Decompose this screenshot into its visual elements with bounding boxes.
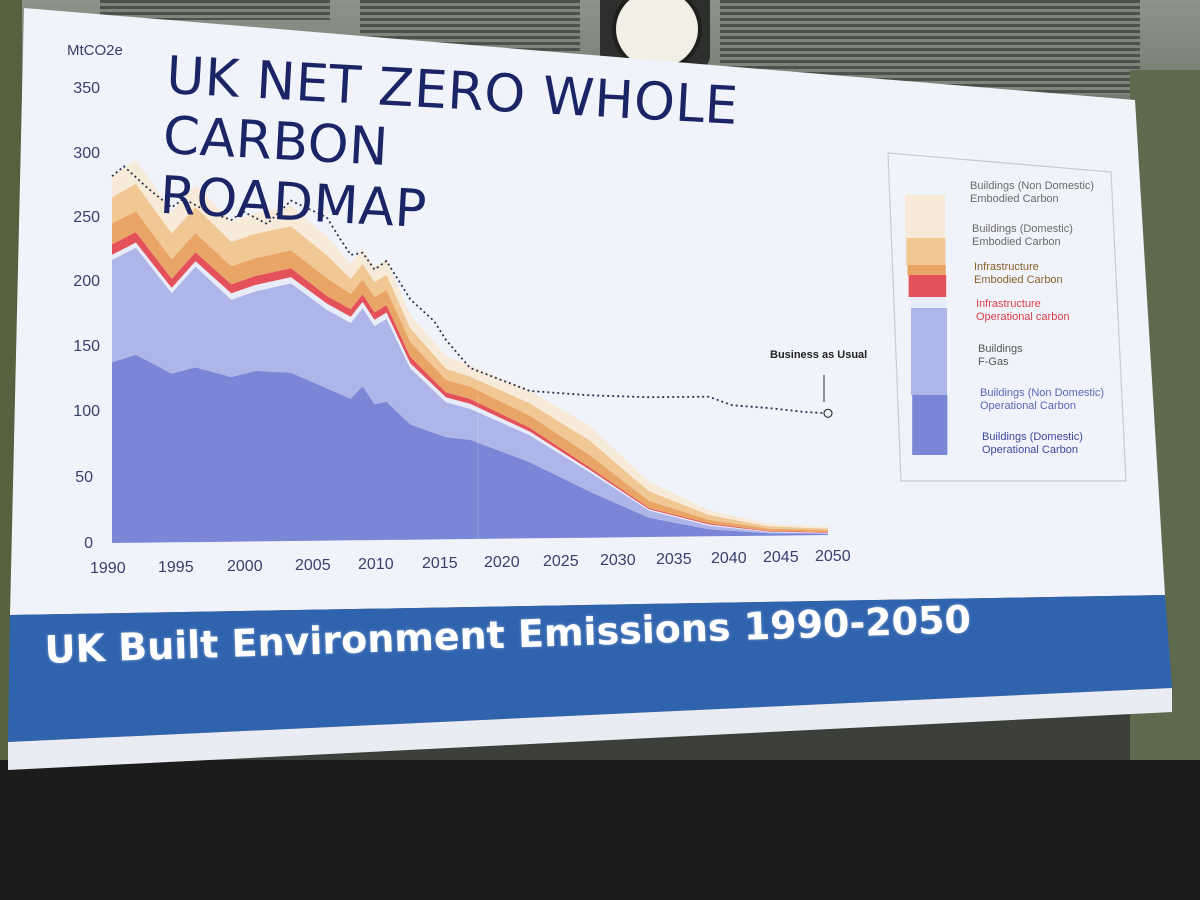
x-tick-label: 2020 (484, 554, 520, 571)
stage-floor (0, 760, 1200, 900)
legend-label: Infrastructure (974, 261, 1039, 273)
x-tick-label: 2000 (227, 558, 263, 575)
y-tick-label: 150 (73, 338, 100, 355)
legend-sublabel: F-Gas (978, 356, 1009, 368)
legend-swatch-buildings-domestic-embodied-carbon (906, 238, 946, 265)
y-tick-label: 100 (73, 403, 100, 420)
legend-sublabel: Embodied Carbon (972, 236, 1061, 248)
legend-item: Buildings (Domestic) Embodied Carbon (972, 223, 1073, 249)
legend-sublabel: Embodied Carbon (970, 193, 1059, 205)
x-tick-label: 2040 (711, 550, 747, 567)
y-tick-label: 350 (73, 80, 100, 97)
y-tick-label: 0 (84, 535, 93, 552)
business-as-usual-line (111, 165, 829, 415)
legend-item: Buildings F-Gas (978, 343, 1023, 369)
bau-endpoint-marker (823, 408, 833, 418)
area-buildings-domestic-operational-carbon (112, 354, 828, 543)
y-tick-label: 250 (73, 209, 100, 226)
legend-label: Buildings (Domestic) (972, 223, 1073, 235)
legend-item: Infrastructure Operational carbon (976, 298, 1070, 324)
legend-swatch-infrastructure-operational-carbon (908, 275, 947, 297)
legend-label: Buildings (Domestic) (982, 431, 1083, 443)
legend-sublabel: Embodied Carbon (974, 274, 1063, 286)
x-tick-label: 1990 (90, 560, 126, 577)
legend-label: Buildings (Non Domestic) (970, 180, 1095, 192)
legend-label: Buildings (978, 343, 1023, 355)
area-buildings-non-domestic-operational-carbon (112, 247, 828, 534)
x-tick-label: 2030 (600, 552, 636, 569)
title-banner (8, 595, 1172, 742)
legend-swatch-buildings-non-domestic-operational-carbon (911, 308, 947, 395)
x-tick-label: 2050 (815, 548, 851, 565)
legend-sublabel: Operational carbon (976, 311, 1070, 323)
x-tick-label: 2045 (763, 549, 799, 566)
legend-label: Buildings (Non Domestic) (980, 387, 1105, 399)
legend-sublabel: Operational Carbon (982, 444, 1079, 456)
x-tick-label: 2035 (656, 551, 692, 568)
x-tick-label: 2025 (543, 553, 579, 570)
legend-item: Buildings (Domestic) Operational Carbon (982, 431, 1083, 457)
legend-label: Infrastructure (976, 298, 1041, 310)
x-tick-label: 2005 (295, 557, 331, 574)
y-axis-unit-label: MtCO2e (67, 42, 123, 59)
window-blind (100, 0, 330, 20)
legend-item: Buildings (Non Domestic) Operational Car… (980, 387, 1104, 413)
legend-box (887, 152, 1127, 482)
x-tick-label: 2015 (422, 555, 458, 572)
y-tick-label: 50 (75, 469, 93, 486)
y-tick-label: 300 (73, 145, 100, 162)
legend-sublabel: Operational Carbon (980, 400, 1077, 412)
legend-swatch-infrastructure-embodied-carbon (907, 265, 946, 275)
x-tick-label: 2010 (358, 556, 394, 573)
legend-swatch-buildings-non-domestic-embodied-carbon (905, 195, 945, 238)
y-tick-label: 200 (73, 273, 100, 290)
legend-swatch-buildings-domestic-operational-carbon (912, 395, 948, 455)
x-tick-label: 1995 (158, 559, 194, 576)
banner-lower-strip (8, 688, 1172, 770)
legend-swatch-buildings-f-gas (909, 297, 947, 308)
business-as-usual-label: Business as Usual (770, 349, 868, 361)
legend-item: Infrastructure Embodied Carbon (974, 261, 1063, 287)
legend-item: Buildings (Non Domestic) Embodied Carbon (970, 180, 1094, 206)
